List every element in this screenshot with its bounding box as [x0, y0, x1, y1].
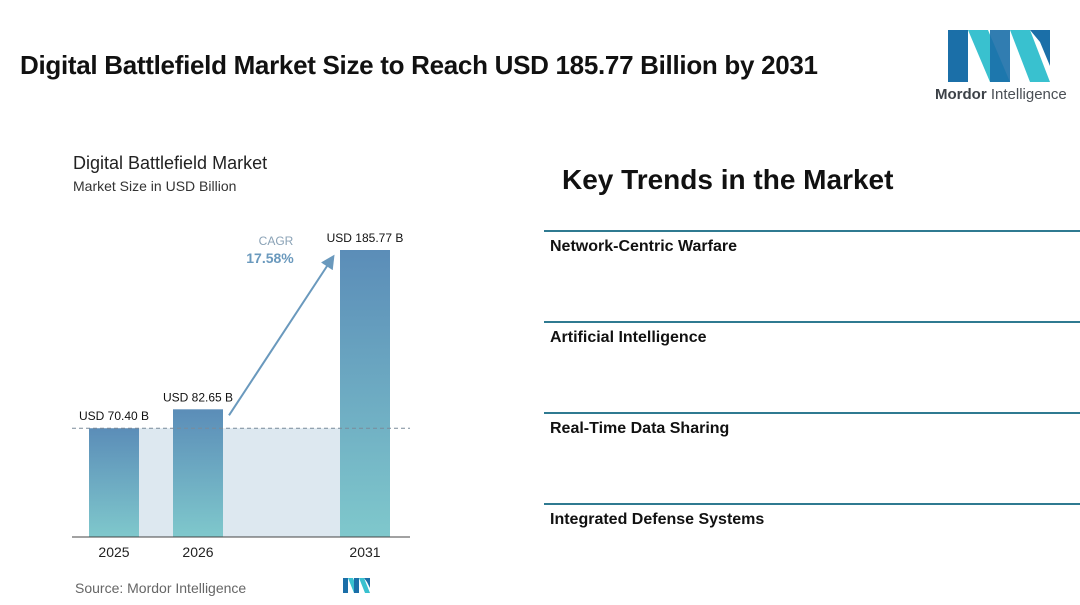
trend-item: Real-Time Data Sharing	[544, 412, 1080, 437]
bar-2026	[173, 409, 223, 537]
bar-chart: USD 70.40 B 2025 USD 82.65 B 2026 USD 185.77…	[72, 231, 410, 560]
trend-label: Integrated Defense Systems	[550, 511, 765, 528]
mordor-intelligence-logo-icon	[948, 30, 1050, 82]
x-tick-label: 2031	[349, 544, 380, 560]
trend-label: Real-Time Data Sharing	[550, 420, 730, 437]
x-tick-label: 2026	[182, 544, 213, 560]
cagr-label: CAGR	[259, 234, 294, 248]
small-logo-icon	[343, 578, 370, 593]
trend-label: Artificial Intelligence	[550, 329, 707, 346]
trend-item: Network-Centric Warfare	[544, 230, 1080, 255]
bar-2025	[89, 428, 139, 537]
logo-wordmark: Mordor Intelligence	[935, 86, 1067, 103]
bar-value-label: USD 70.40 B	[79, 409, 149, 423]
source-note: Source: Mordor Intelligence	[75, 580, 247, 596]
chart-subtitle: Market Size in USD Billion	[73, 178, 237, 194]
bar-value-label: USD 82.65 B	[163, 390, 233, 404]
page-title: Digital Battlefield Market Size to Reach…	[20, 50, 818, 80]
cagr-arrow	[228, 254, 335, 416]
cagr-value: 17.58%	[246, 250, 294, 266]
trend-label: Network-Centric Warfare	[550, 238, 738, 255]
bar-2031	[340, 250, 390, 537]
chart-title: Digital Battlefield Market	[73, 153, 268, 173]
bar-value-label: USD 185.77 B	[327, 231, 404, 245]
logo-wordmark-second: Intelligence	[990, 86, 1067, 103]
trends-heading: Key Trends in the Market	[562, 164, 894, 195]
reference-shade	[139, 428, 340, 537]
x-tick-label: 2025	[98, 544, 129, 560]
logo-wordmark-first: Mordor	[935, 86, 987, 103]
trend-item: Artificial Intelligence	[544, 321, 1080, 346]
trend-item: Integrated Defense Systems	[544, 503, 1080, 528]
